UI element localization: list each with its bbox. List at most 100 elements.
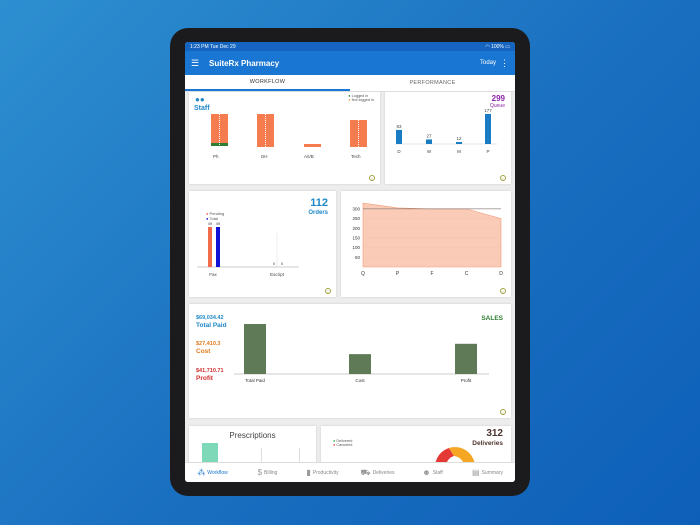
nav-workflow[interactable]: ⁂ Workflow [197,468,228,477]
sales-title: SALES [481,315,503,322]
sales-bar [349,354,371,374]
staff-divider-2 [265,114,266,147]
app-title: SuiteRx Pharmacy [209,58,280,68]
queue-card[interactable]: 299 Queue 83 D 27 W 12 M 177 P i [385,92,511,184]
queue-value-label: 27 [426,133,432,138]
queue-value-label: 177 [484,108,492,113]
wifi-icon: ◠ [485,43,490,50]
dashboard-content: ●● Staff ● Logged in ● Not logged in Ph … [185,92,515,462]
queue-category-label: W [427,149,432,154]
deliveries-card[interactable]: 312 Deliveries ● Delivered ● Canceled [321,426,511,462]
staff-legend-not-logged-in: ● Not logged in [348,98,374,102]
area-info-icon[interactable]: i [500,288,506,294]
queue-category-label: P [486,149,489,154]
staff-legend-logged-in: ● Logged in [348,94,369,98]
prescriptions-bar [202,443,218,462]
tab-workflow[interactable]: WORKFLOW [185,75,350,91]
total-paid-value: $69,034.42 [196,315,224,321]
prescriptions-title: Prescriptions [229,431,276,440]
billing-icon: $ [257,468,263,477]
sales-category-label: Profit [461,378,472,383]
workflow-icon: ⁂ [197,468,206,477]
queue-info-icon[interactable]: i [500,175,506,181]
area-ytick-label: 200 [352,226,360,231]
sales-bar [455,343,477,374]
staff-group-icon: ●● [195,95,205,104]
area-fill [362,202,502,268]
sales-info-icon[interactable]: i [500,409,506,415]
tab-performance[interactable]: PERFORMANCE [409,80,456,86]
hamburger-menu-icon[interactable]: ☰ [191,57,200,68]
sales-category-label: Cost [355,378,365,383]
staff-cat-ph: Ph [213,154,219,159]
area-ytick-label: 250 [352,216,360,221]
area-ytick-label: 150 [352,235,360,240]
area-ytick-label: 50 [355,255,361,260]
cost-value: $27,410.3 [196,341,221,347]
queue-bar [426,139,432,144]
orders-legend-total: ● Total [206,216,218,221]
orders-bar [208,227,212,267]
area-chart-card[interactable]: 300 250 200 150 100 50 Q P F C D i [341,191,511,297]
deliveries-label: Deliveries [472,440,503,447]
orders-legend-pending: ● Pending [206,211,225,216]
sales-card[interactable]: SALES $69,034.42 Total Paid $27,410.3 Co… [189,304,511,418]
area-category-label: P [396,271,400,277]
donut-segment-orange [449,447,475,462]
queue-chart: 83 D 27 W 12 M 177 P [395,108,497,154]
total-paid-label: Total Paid [196,322,227,329]
prescriptions-gridline [261,448,262,462]
status-date: Tue Dec 29 [209,43,236,50]
queue-bar [456,141,462,144]
sales-bar [244,324,266,374]
orders-card[interactable]: 112 Orders ● Pending ● Total 49 0 49 0 Fax Es… [189,191,336,297]
staff-title: Staff [194,105,210,112]
queue-bar [396,129,402,144]
queue-category-label: M [457,149,461,154]
orders-chart: 49 0 49 0 Fax Escript [197,221,299,277]
nav-summary[interactable]: ▤ Summary [472,468,503,477]
app-screen: 1:23 PM Tue Dec 29 ◠ 100% ▭ ☰ SuiteRx Ph… [185,42,515,482]
date-filter-button[interactable]: Today [479,60,496,66]
prescriptions-gridline-2 [299,448,300,462]
more-options-icon[interactable]: ⋮ [500,57,509,68]
staff-legend: ● Logged in ● Not logged in [348,94,374,102]
nav-staff[interactable]: ☻ Staff [422,468,443,477]
sales-category-label: Total Paid [245,378,265,383]
donut-segment-red [435,448,454,462]
sales-chart: Total Paid Cost Profit [234,324,489,383]
deliveries-legend-delivered: ● Delivered [333,439,353,443]
deliveries-donut [435,447,475,462]
area-chart: 300 250 200 150 100 50 Q P F C D [352,202,503,277]
orders-legend: ● Pending ● Total [206,211,224,221]
staff-divider-1 [219,114,220,147]
battery-icon: ▭ [505,43,510,50]
orders-label: Orders [308,210,328,216]
queue-label: Queue [489,103,505,109]
area-category-label: C [465,271,469,277]
area-category-label: F [430,271,433,277]
profit-label: Profit [196,375,213,382]
staff-icon: ☻ [422,468,431,477]
nav-productivity[interactable]: ▮ Productivity [306,468,339,477]
orders-category-label: Escript [270,272,285,277]
prescriptions-card[interactable]: Prescriptions [189,426,316,462]
status-time: 1:23 PM [190,43,209,50]
orders-bar [216,227,220,267]
nav-deliveries[interactable]: ⛟ Deliveries [360,467,395,477]
queue-value-label: 83 [396,124,402,129]
orders-value-label: 0 [273,261,276,266]
bottom-navigation: ⁂ Workflow $ Billing ▮ Productivity ⛟ Delive… [185,462,515,482]
staff-card[interactable]: ●● Staff ● Logged in ● Not logged in Ph … [189,92,380,184]
staff-cat-dh: DH [261,154,268,159]
deliveries-icon: ⛟ [360,467,371,477]
profit-value: $41,710.71 [196,368,224,374]
orders-info-icon[interactable]: i [325,288,331,294]
area-ytick-label: 100 [352,245,360,250]
nav-billing[interactable]: $ Billing [257,468,278,477]
staff-divider-3 [358,120,359,147]
staff-cat-tech: Tech [351,154,361,159]
staff-info-icon[interactable]: i [369,175,375,181]
staff-cat-aib: A/I/B [304,154,314,159]
status-bar: 1:23 PM Tue Dec 29 ◠ 100% ▭ [185,42,515,51]
